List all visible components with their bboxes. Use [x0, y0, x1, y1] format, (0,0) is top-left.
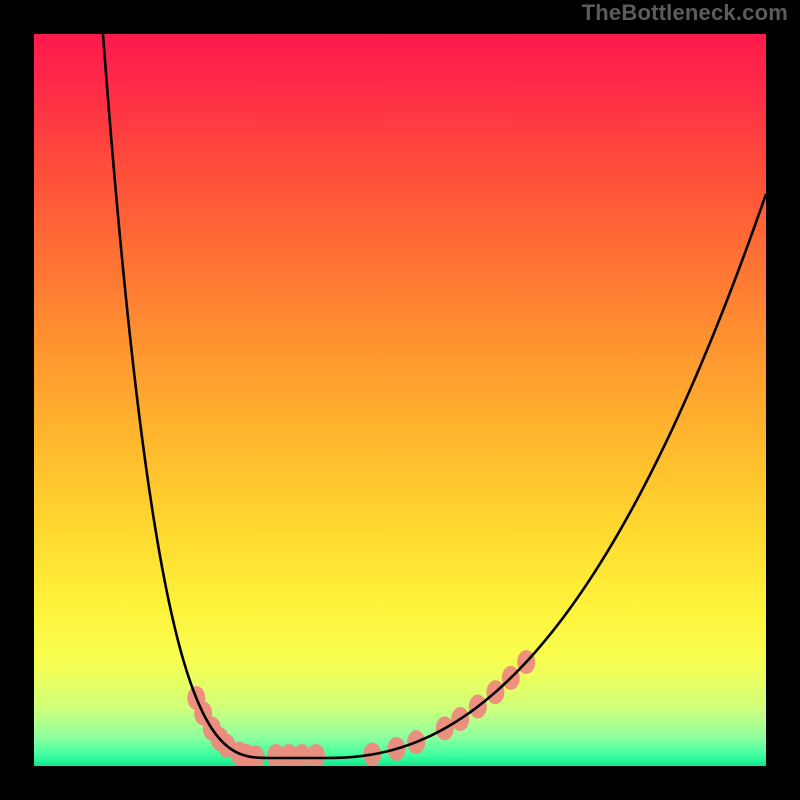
plot-svg — [34, 34, 766, 766]
chart-stage: TheBottleneck.com — [0, 0, 800, 800]
gradient-background — [34, 34, 766, 766]
plot-area — [34, 34, 766, 766]
watermark-text: TheBottleneck.com — [582, 0, 788, 26]
